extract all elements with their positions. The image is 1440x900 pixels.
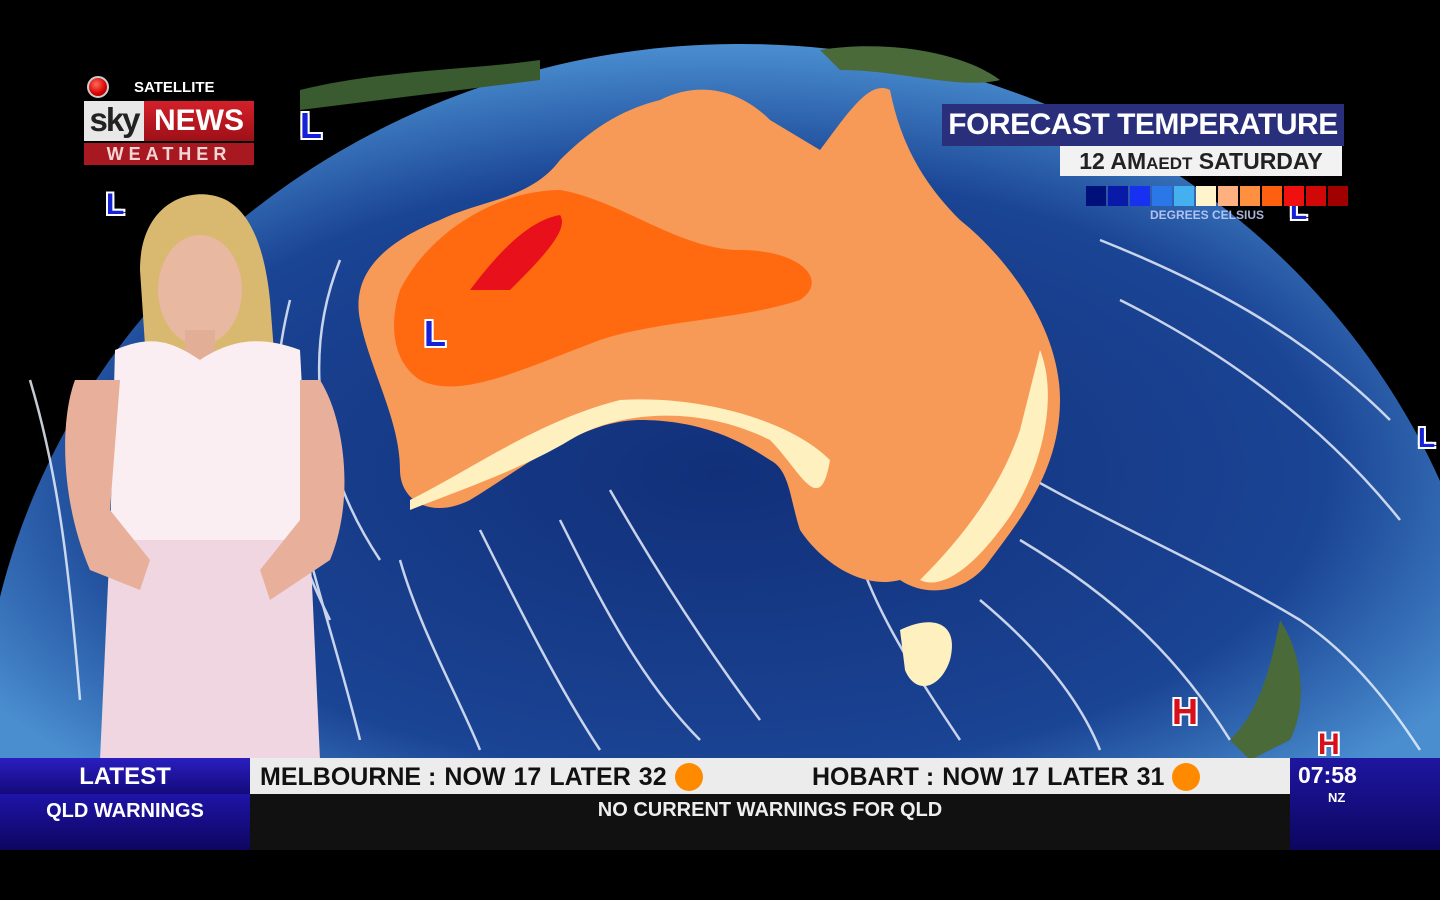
scale-swatch: [1174, 186, 1194, 206]
later-label: LATER: [1047, 763, 1129, 791]
low-pressure-marker: L: [424, 313, 446, 354]
scale-swatch: [1196, 186, 1216, 206]
scale-swatch: [1108, 186, 1128, 206]
high-pressure-marker: H: [1172, 691, 1198, 732]
clock: 07:58 NZ: [1290, 758, 1440, 850]
warning-text: NO CURRENT WARNINGS FOR QLD: [250, 794, 1290, 850]
city-forecast-hobart: HOBART : NOW 17 LATER 31: [812, 758, 1201, 796]
logo-news: NEWS: [144, 101, 254, 141]
logo-sky: sky: [84, 101, 144, 141]
low-pressure-marker: L: [1418, 422, 1436, 453]
new-guinea: [820, 46, 1000, 83]
east-coast-cool: [920, 350, 1048, 583]
scale-swatch: [1218, 186, 1238, 206]
temperature-scale: [1086, 186, 1348, 206]
section-label: QLD WARNINGS: [0, 794, 250, 850]
high-pressure-marker: H: [1318, 728, 1340, 761]
forecast-day: SATURDAY: [1198, 148, 1323, 174]
indonesia: [300, 60, 540, 110]
scale-swatch: [1240, 186, 1260, 206]
now-temp: 17: [1011, 763, 1040, 791]
later-temp: 32: [638, 763, 667, 791]
sun-icon: [1172, 763, 1201, 791]
logo-weather: WEATHER: [84, 143, 254, 165]
low-pressure-marker: L: [106, 188, 125, 221]
forecast-time: 12 AMAEDT SATURDAY: [1060, 146, 1342, 176]
scale-swatch: [1262, 186, 1282, 206]
forecast-title: FORECAST TEMPERATURE: [942, 104, 1344, 146]
clock-time: 07:58: [1298, 762, 1357, 788]
presenter: [65, 194, 345, 760]
scale-label: DEGREES CELSIUS: [1150, 208, 1265, 222]
new-zealand: [1230, 620, 1301, 760]
isobars: [28, 238, 1422, 751]
scale-swatch: [1306, 186, 1326, 206]
forecast-hour: 12 AM: [1079, 148, 1147, 174]
sky-news-weather-logo: SATELLITE sky NEWS WEATHER: [84, 76, 254, 168]
city-name: MELBOURNE :: [260, 763, 437, 791]
city-name: HOBART :: [812, 763, 935, 791]
low-pressure-marker: L: [300, 105, 322, 146]
clock-zone: NZ: [1328, 790, 1346, 805]
scale-swatch: [1130, 186, 1150, 206]
now-label: NOW: [942, 763, 1004, 791]
city-forecast-melbourne: MELBOURNE : NOW 17 LATER 32: [260, 758, 703, 796]
sun-icon: [674, 763, 703, 791]
later-temp: 31: [1136, 763, 1165, 791]
satellite-label: SATELLITE: [134, 79, 215, 96]
scale-swatch: [1152, 186, 1172, 206]
scale-swatch: [1284, 186, 1304, 206]
scale-swatch: [1086, 186, 1106, 206]
tasmania: [900, 622, 952, 687]
latest-label: LATEST: [0, 758, 250, 794]
now-temp: 17: [513, 763, 542, 791]
forecast-timezone: AEDT: [1146, 154, 1193, 173]
news-ticker: LATEST QLD WARNINGS MELBOURNE : NOW 17 L…: [0, 758, 1440, 850]
live-record-icon: [87, 76, 109, 98]
south-coast-cool: [410, 399, 830, 510]
city-temperature-strip: MELBOURNE : NOW 17 LATER 32 HOBART : NOW…: [250, 758, 1290, 794]
hot-zone: [470, 215, 562, 290]
scale-swatch: [1328, 186, 1348, 206]
later-label: LATER: [549, 763, 631, 791]
warm-zone: [394, 190, 812, 387]
now-label: NOW: [444, 763, 506, 791]
